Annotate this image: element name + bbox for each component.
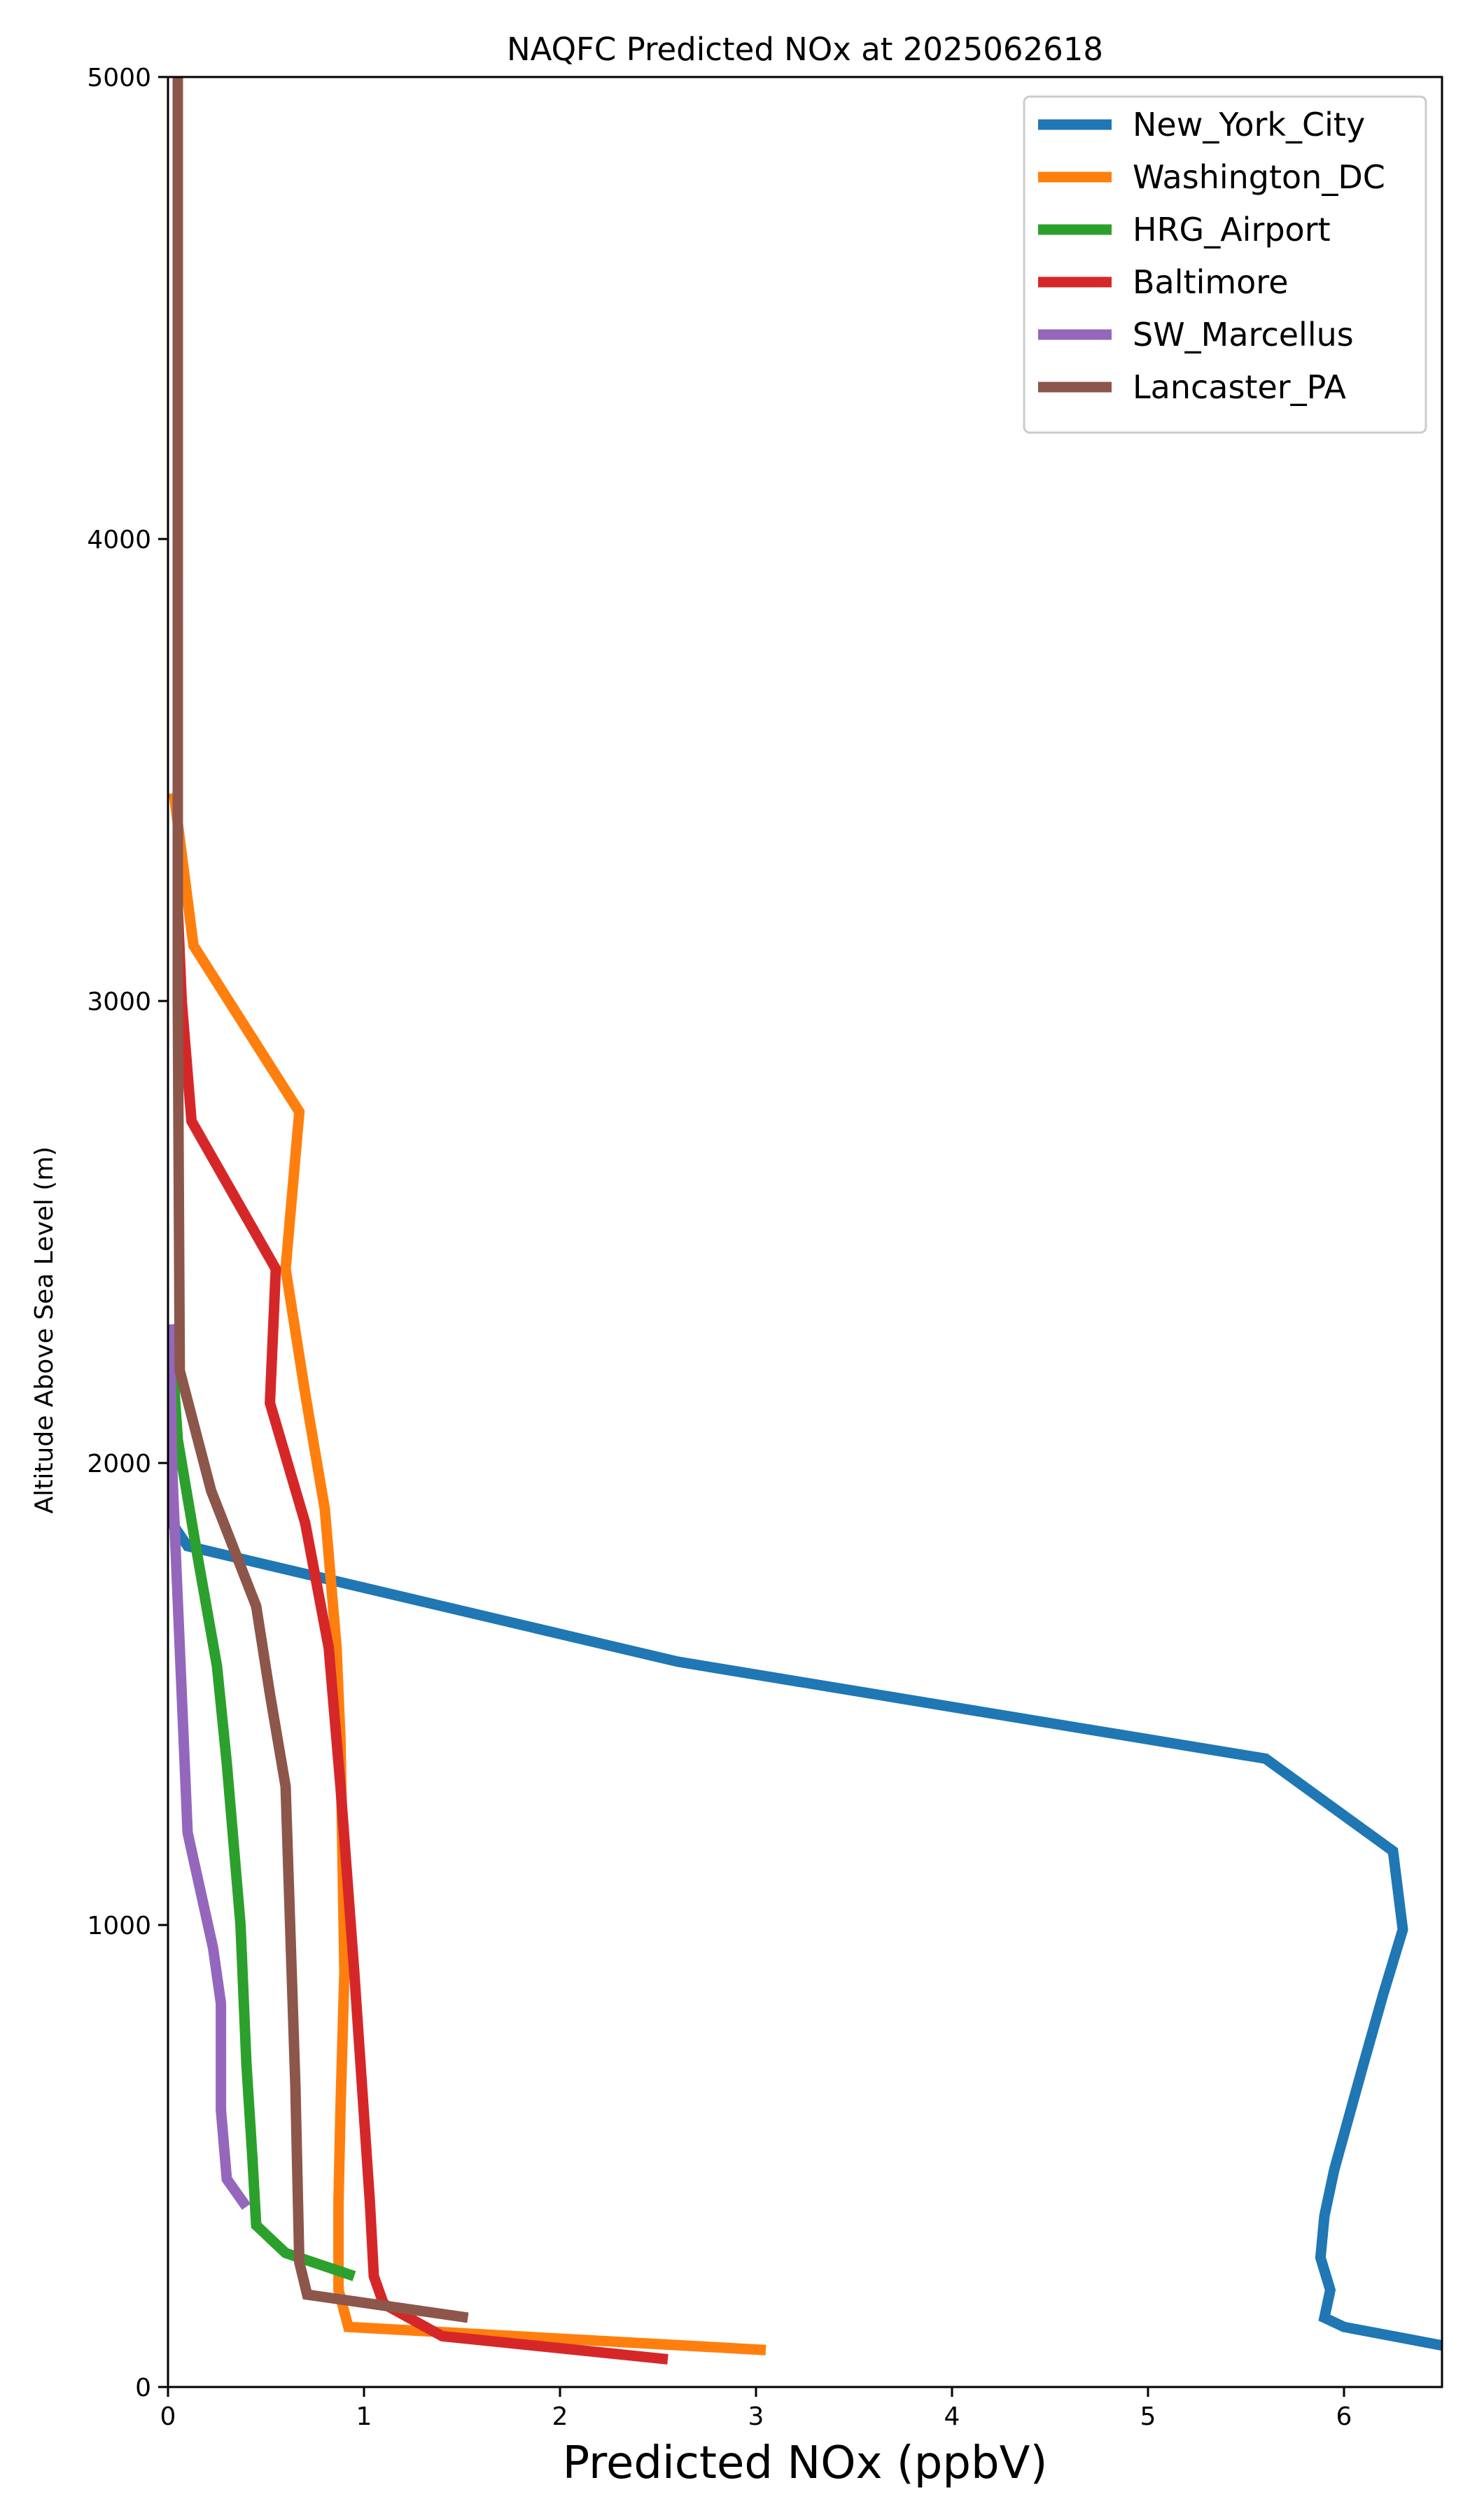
x-tick-label: 0 xyxy=(160,2402,176,2431)
y-tick-label: 4000 xyxy=(87,526,151,554)
legend-label-sw-marcellus: SW_Marcellus xyxy=(1133,316,1354,354)
y-axis-label: Altitude Above Sea Level (m) xyxy=(30,1147,59,1514)
x-axis: 0 1 2 3 4 5 6 xyxy=(160,2387,1352,2431)
x-tick-label: 3 xyxy=(748,2402,764,2431)
legend-label-lancaster-pa: Lancaster_PA xyxy=(1133,368,1346,406)
plot-frame xyxy=(167,76,1443,2388)
y-tick-label: 2000 xyxy=(87,1450,151,1478)
x-tick-label: 6 xyxy=(1336,2402,1352,2431)
legend: New_York_City Washington_DC HRG_Airport Bal… xyxy=(1023,95,1427,434)
series-line-lancaster-pa xyxy=(172,77,469,2323)
x-tick-label: 4 xyxy=(944,2402,960,2431)
x-tick-label: 5 xyxy=(1140,2402,1156,2431)
legend-label-hrg-airport: HRG_Airport xyxy=(1133,211,1331,248)
series-line-hrg-airport xyxy=(168,1324,356,2281)
legend-box xyxy=(1023,95,1427,434)
plot-area xyxy=(168,77,1442,2365)
y-tick-label: 3000 xyxy=(87,988,151,1016)
x-tick-label: 1 xyxy=(356,2402,372,2431)
x-tick-label: 2 xyxy=(552,2402,568,2431)
legend-label-new-york-city: New_York_City xyxy=(1133,106,1365,144)
series-line-sw-marcellus xyxy=(168,1324,251,2210)
y-tick-label: 5000 xyxy=(87,64,151,92)
legend-label-washington-dc: Washington_DC xyxy=(1133,158,1385,196)
x-axis-label: Predicted NOx (ppbV) xyxy=(563,2437,1048,2489)
chart-title: NAQFC Predicted NOx at 2025062618 xyxy=(507,31,1103,68)
legend-label-baltimore: Baltimore xyxy=(1133,263,1289,301)
y-axis: 0 1000 2000 3000 4000 5000 xyxy=(87,64,168,2402)
series-line-new-york-city xyxy=(168,1371,1442,2351)
y-tick-label: 1000 xyxy=(87,1912,151,1940)
y-tick-label: 0 xyxy=(135,2374,151,2402)
series-line-baltimore xyxy=(172,908,668,2365)
